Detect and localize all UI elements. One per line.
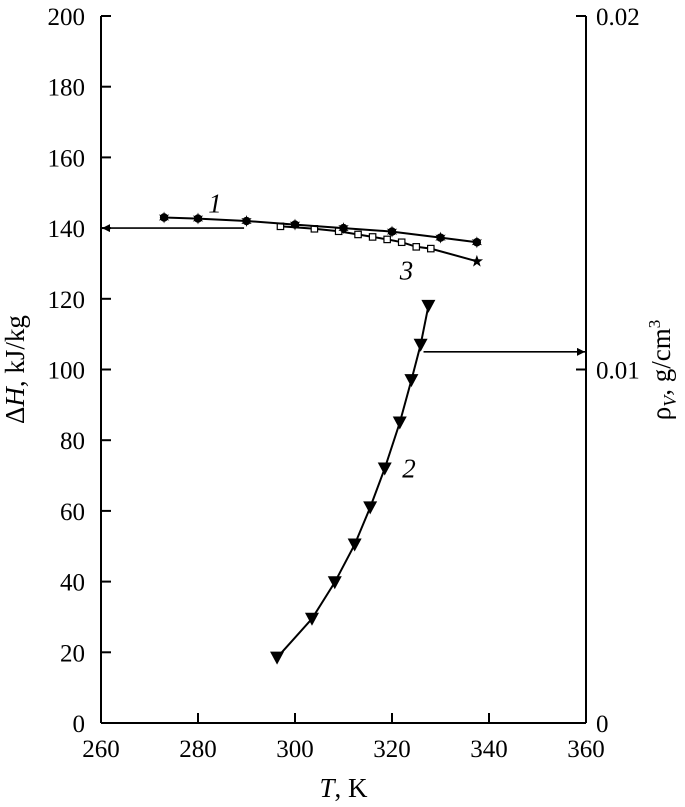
x-tick-label: 300: [276, 736, 314, 763]
y-left-tick-label: 60: [60, 499, 85, 526]
y-left-tick-label: 140: [48, 216, 86, 243]
data-point-spikes: [289, 218, 301, 231]
data-point-spikes: [386, 225, 398, 238]
data-point-spikes: [158, 211, 170, 224]
curve-label-1: 1: [208, 188, 222, 218]
series-line-3: [280, 225, 478, 263]
x-tick-label: 320: [373, 736, 411, 763]
data-point: [304, 612, 319, 626]
y-left-tick-label: 40: [60, 570, 85, 597]
data-series: [102, 211, 585, 665]
y-left-tick-label: 160: [48, 145, 86, 172]
axes-frame: [100, 16, 587, 724]
y-axis-right-title: ρV, g/cm3: [645, 320, 680, 420]
data-point-star: [470, 254, 484, 267]
x-tick-label: 280: [179, 736, 217, 763]
y-left-tick-label: 0: [73, 711, 86, 738]
x-tick-label: 260: [82, 736, 120, 763]
series-2: [270, 299, 436, 665]
series-line-2: [276, 305, 430, 659]
data-point-spikes: [241, 215, 252, 228]
ticks: 260 280 300 320 340 3600204060801001201401601…: [48, 4, 640, 763]
data-point-spikes: [471, 236, 483, 249]
x-tick-label: 340: [470, 736, 508, 763]
data-point: [412, 243, 421, 251]
series-line-1: [164, 216, 478, 244]
data-point: [363, 501, 378, 515]
labels: 1 2 3 T, K ΔH, kJ/kg ρV, g/cm3: [0, 188, 680, 803]
curve-label-3: 3: [399, 256, 414, 286]
data-point: [377, 462, 392, 476]
data-point-spikes: [435, 231, 446, 244]
y-left-tick-label: 80: [60, 428, 85, 455]
y-left-tick-label: 20: [60, 640, 85, 667]
data-point: [404, 374, 419, 388]
x-axis-title: T, K: [319, 773, 368, 803]
data-point: [270, 651, 285, 665]
data-point: [368, 233, 377, 241]
y-left-tick-label: 180: [48, 75, 86, 102]
series-3: [276, 222, 484, 267]
data-point: [392, 416, 407, 430]
y-left-tick-label: 120: [48, 287, 86, 314]
y-axis-left-title: ΔH, kJ/kg: [0, 315, 30, 424]
data-point: [347, 538, 362, 552]
data-point: [383, 235, 391, 244]
y-left-tick-label: 200: [48, 4, 86, 31]
data-point: [327, 576, 342, 590]
y-right-tick-label: 0: [596, 711, 609, 738]
curve-label-2: 2: [402, 453, 416, 483]
data-point: [427, 244, 435, 253]
x-tick-label: 360: [567, 736, 605, 763]
data-point-spikes: [338, 222, 349, 235]
data-point: [397, 238, 406, 247]
y-right-tick-label: 0.01: [596, 358, 640, 385]
data-point: [421, 299, 436, 313]
y-left-tick-label: 100: [48, 358, 86, 385]
data-point-spikes: [192, 212, 204, 225]
data-point: [354, 230, 362, 239]
y-right-tick-label: 0.02: [596, 4, 640, 31]
data-point: [413, 338, 428, 352]
series-1: [158, 211, 483, 249]
